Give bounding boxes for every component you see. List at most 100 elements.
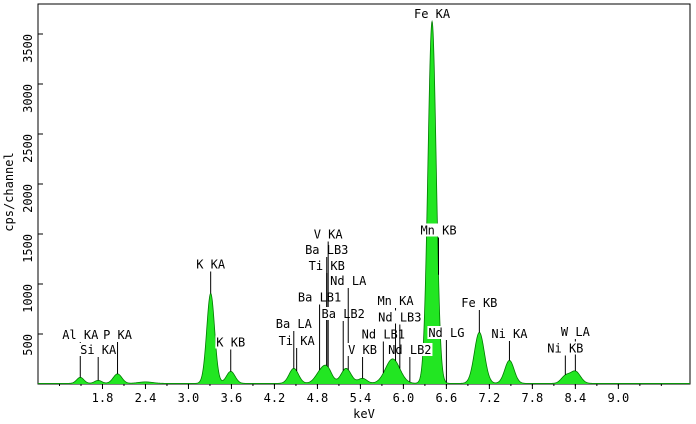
peak-label-bg [274,317,313,330]
peak-label-bg [387,343,433,356]
spectrum-area-layer [38,19,690,385]
peak-annotation: Ba LB1 [296,290,343,370]
peak-annotation: W LA [559,325,591,371]
peak-label-bg [312,227,344,241]
peak-annotation: V KB [347,343,378,379]
peak-label: Ti KA [279,334,316,348]
peak-label-bg [61,328,100,341]
x-tick-label: 3.0 [178,391,200,405]
peak-label: Ba LA [276,317,313,331]
peak-annotation: Nd LB1 [360,327,406,373]
x-tick-label: 3.6 [221,391,243,405]
peak-annotation: Fe KB [460,296,499,333]
peak-label-bg [329,274,368,287]
peak-label: Nd LA [330,274,367,288]
x-tick-label: 9.0 [608,391,630,405]
peak-annotation: Fe KA [413,7,452,21]
peak-label: Ba LB3 [305,243,348,257]
peak-label-bg [546,341,585,355]
x-tick-label: 8.4 [565,391,587,405]
peak-label: Al KA [62,328,99,342]
y-axis: 500 1000 1500 2000 2500 3000 3500 [21,33,43,356]
peak-label: Mn KA [377,294,414,308]
y-tick-label: 1000 [21,284,35,313]
peak-label-bg [377,310,423,324]
peak-label: V KB [348,343,377,357]
x-tick-label: 6.6 [436,391,458,405]
y-tick-label: 2500 [21,134,35,163]
peak-annotation: Ni KA [490,327,529,361]
x-tick-label: 5.4 [350,391,372,405]
peak-label: Nd LB1 [362,328,405,342]
peak-annotation: Mn KB [419,223,458,275]
peak-label-bg [195,257,227,271]
peak-label: W LA [561,325,591,339]
peak-label-bg [376,294,415,307]
y-tick-label: 500 [21,334,35,356]
peak-annotation: K KA [195,257,227,294]
peak-annotation: P KA [102,328,133,374]
y-tick-label: 1500 [21,234,35,263]
peak-label: Mn KB [420,224,456,238]
x-tick-label: 2.4 [135,391,157,405]
peak-label: Ni KB [547,342,583,356]
x-tick-label: 7.2 [479,391,501,405]
peak-annotation: Mn KA [376,294,415,361]
peak-annotation: V KA [312,227,344,367]
peak-label-bg [320,307,366,320]
peak-label-bg [419,223,458,237]
peak-label-bg [79,343,118,356]
peak-label-bg [413,7,452,20]
x-tick-label: 6.0 [393,391,415,405]
y-tick-label: 2000 [21,184,35,213]
peak-annotation: Si KA [79,343,118,381]
peak-label: V KA [314,228,344,242]
peak-annotation: K KB [215,335,247,372]
peak-label: Nd LB2 [388,343,431,357]
peak-label-bg [427,326,466,339]
peak-label: K KB [216,336,245,350]
peak-label-bg [360,327,406,341]
spectrum-line [38,19,690,384]
peak-label-bg [277,334,316,347]
peak-annotation: Nd LG [427,326,466,383]
peak-label-bg [215,335,247,349]
peak-annotation: Ba LB3 [304,243,350,366]
peak-annotation: Ba LA [274,317,313,369]
peak-label-bg [490,327,529,340]
peak-annotation: Ti KA [277,334,316,371]
peak-label: Ni KA [491,327,528,341]
x-axis-label: keV [353,407,375,421]
peak-label-bg [296,290,343,304]
peak-label: Nd LB3 [378,311,421,325]
peak-label: K KA [196,258,226,272]
x-tick-label: 7.8 [522,391,544,405]
peak-label-bg [304,243,350,256]
peak-label: Si KA [80,343,117,357]
peak-annotation: Ba LB2 [320,307,366,371]
peak-annotation: Ni KB [546,341,585,375]
y-tick-label: 3000 [21,84,35,113]
peak-label: Fe KB [461,296,497,310]
peak-label-bg [102,328,133,341]
peak-label-bg [460,296,499,309]
y-axis-label: cps/channel [2,152,16,231]
peak-annotation: Nd LB2 [387,343,433,383]
peak-label: Ba LB1 [298,291,341,305]
peak-label: P KA [103,328,133,342]
y-tick-label: 3500 [21,34,35,63]
peak-annotation: Nd LA [329,274,368,370]
x-tick-label: 4.2 [264,391,286,405]
x-tick-label: 1.8 [92,391,114,405]
x-tick-label: 4.8 [307,391,329,405]
peak-annotation: Nd LB3 [377,310,423,369]
x-axis: 1.8 2.4 3.0 3.6 4.2 4.8 5.4 6.0 6.6 7.2 7.8 8.4 9.0 [58,384,662,405]
peak-label: Nd LG [428,326,464,340]
peak-label-bg [559,325,591,338]
peak-annotation: Al KA [61,328,100,378]
peak-label-bg [347,343,378,356]
peak-label: Ba LB2 [322,307,365,321]
peak-label: Fe KA [414,7,451,21]
